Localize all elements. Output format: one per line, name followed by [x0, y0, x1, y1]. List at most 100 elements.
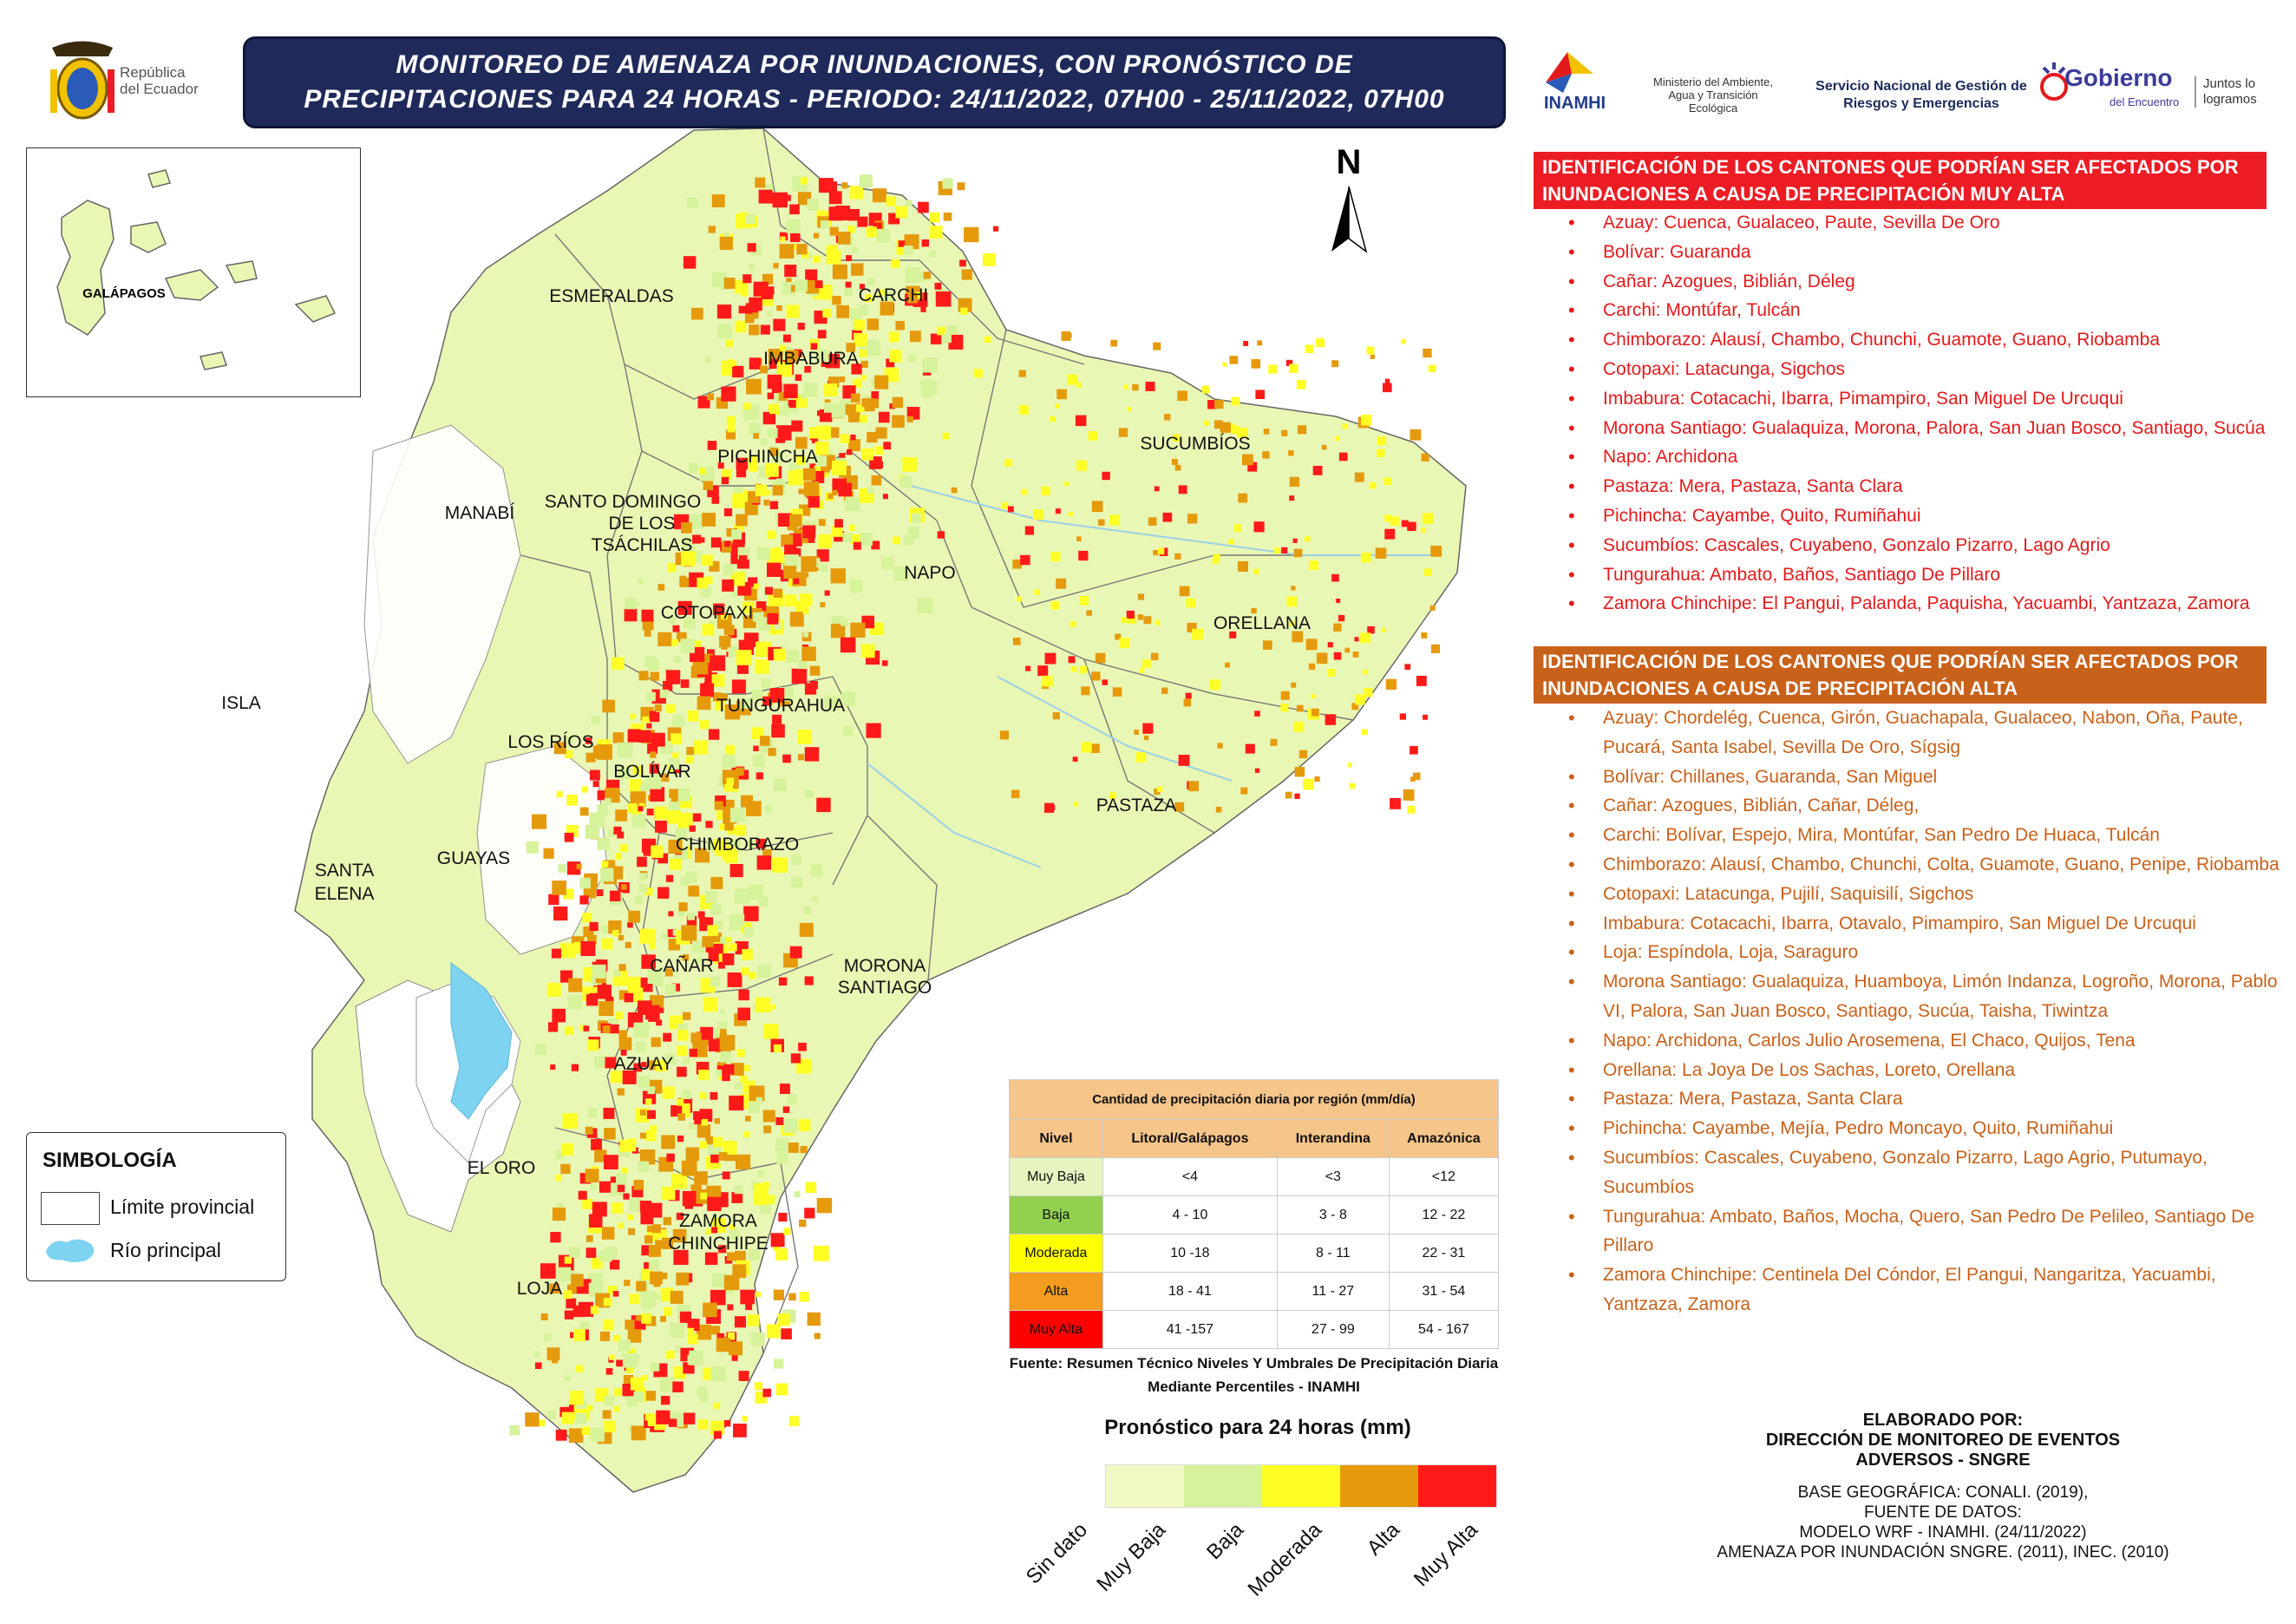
precip-cell: [672, 714, 685, 727]
precip-cell: [585, 752, 596, 763]
precip-cell: [727, 972, 742, 987]
precip-cell: [671, 1173, 687, 1189]
precip-cell: [1041, 486, 1050, 495]
precip-cell: [1174, 553, 1181, 560]
precip-cell: [1177, 390, 1187, 402]
precip-cell: [649, 763, 659, 774]
precip-cell: [727, 1252, 736, 1261]
canton-list-item: Bolívar: Guaranda: [1553, 238, 2290, 267]
precip-cell: [615, 1012, 624, 1019]
precip-cell: [687, 1327, 695, 1335]
precip-cell: [676, 1272, 690, 1286]
precip-cell: [751, 1332, 765, 1346]
precip-cell: [708, 1038, 722, 1052]
precip-cell: [734, 1316, 746, 1328]
precip-cell: [677, 1045, 688, 1057]
precip-cell: [591, 1281, 598, 1287]
precip-cell: [618, 1030, 627, 1038]
precip-cell: [1335, 435, 1340, 442]
precip-cell: [724, 783, 733, 792]
precip-cell: [569, 1391, 584, 1405]
precip-cell: [719, 823, 727, 831]
precip-cell: [585, 824, 600, 839]
precip-cell: [921, 239, 929, 247]
precip-cell: [875, 461, 883, 468]
precip-cell: [650, 671, 659, 681]
precip-cell: [582, 913, 592, 923]
precip-cell: [612, 657, 625, 671]
precip-cell: [555, 1429, 567, 1441]
precip-cell: [1288, 450, 1294, 456]
precip-cell: [847, 225, 855, 233]
precip-cell: [615, 809, 627, 822]
precip-cell: [627, 976, 641, 991]
precip-cell: [649, 710, 657, 717]
precip-cell: [805, 1182, 817, 1194]
precip-cell: [1410, 745, 1418, 755]
precip-cell: [860, 533, 873, 546]
precip-cell: [617, 742, 633, 758]
precip-cell: [853, 378, 862, 388]
precip-cell: [830, 568, 846, 584]
precip-cell: [579, 1025, 585, 1031]
precip-cell: [705, 1228, 711, 1234]
muy-alta-list: Azuay: Cuenca, Gualaceo, Paute, Sevilla …: [1553, 208, 2290, 619]
precip-cell: [621, 1167, 628, 1175]
precip-cell: [677, 1066, 687, 1077]
precip-cell: [749, 422, 762, 435]
precip-cell: [807, 1312, 821, 1326]
precip-cell: [802, 525, 816, 539]
precip-cell: [710, 976, 721, 987]
precip-cell: [838, 482, 853, 497]
precip-cell: [579, 1321, 590, 1331]
precip-cell: [842, 533, 853, 542]
canton-list-item: Pastaza: Mera, Pastaza, Santa Clara: [1553, 1084, 2290, 1114]
precip-cell: [722, 1072, 730, 1082]
precip-cell: [603, 1298, 612, 1306]
precip-cell: [564, 832, 574, 842]
precip-cell: [681, 925, 697, 941]
precip-cell: [742, 949, 753, 960]
precip-cell: [711, 1326, 721, 1335]
precip-cell: [1342, 423, 1348, 429]
precip-cell: [725, 745, 736, 755]
precip-cell: [810, 864, 823, 877]
precip-cell: [711, 1227, 718, 1234]
precip-cell: [682, 1090, 691, 1099]
provincial-boundary-swatch: [41, 1192, 100, 1225]
precip-cell: [1079, 596, 1089, 606]
precip-cell: [774, 1359, 784, 1369]
precip-cell: [590, 1183, 597, 1191]
precip-cell: [599, 1001, 614, 1017]
precip-cell: [719, 236, 733, 251]
precip-cell: [664, 984, 677, 995]
value-cell: <3: [1276, 1157, 1390, 1196]
precip-cell: [657, 584, 665, 591]
precip-cell: [686, 915, 697, 927]
canton-list-item: Chimborazo: Alausí, Chambo, Chunchi, Gua…: [1553, 325, 2290, 355]
precip-cell: [1370, 354, 1375, 359]
precip-cell: [785, 350, 799, 363]
precip-cell: [687, 710, 699, 722]
nivel-cell: Muy Alta: [1009, 1310, 1103, 1349]
precip-cell: [1297, 425, 1307, 435]
precip-cell: [1033, 509, 1043, 521]
precip-cell: [749, 1102, 760, 1114]
precip-cell: [804, 366, 811, 373]
precip-cell: [601, 938, 613, 950]
precip-cell: [769, 1004, 775, 1010]
galapagos-inset: GALÁPAGOS: [26, 147, 361, 397]
precip-cell: [638, 883, 648, 894]
river-estuary: [450, 962, 513, 1120]
precip-cell: [729, 1341, 742, 1356]
precip-cell: [1151, 652, 1159, 661]
precip-cell: [726, 359, 735, 367]
value-cell: <12: [1388, 1157, 1500, 1196]
province-label: ORELLANA: [1213, 613, 1311, 633]
precip-cell: [605, 1057, 617, 1069]
precip-cell: [679, 578, 689, 587]
precip-cell: [711, 272, 727, 288]
precip-cell: [667, 810, 681, 824]
precip-cell: [1294, 766, 1305, 777]
province-label: COTOPAXI: [661, 603, 754, 623]
